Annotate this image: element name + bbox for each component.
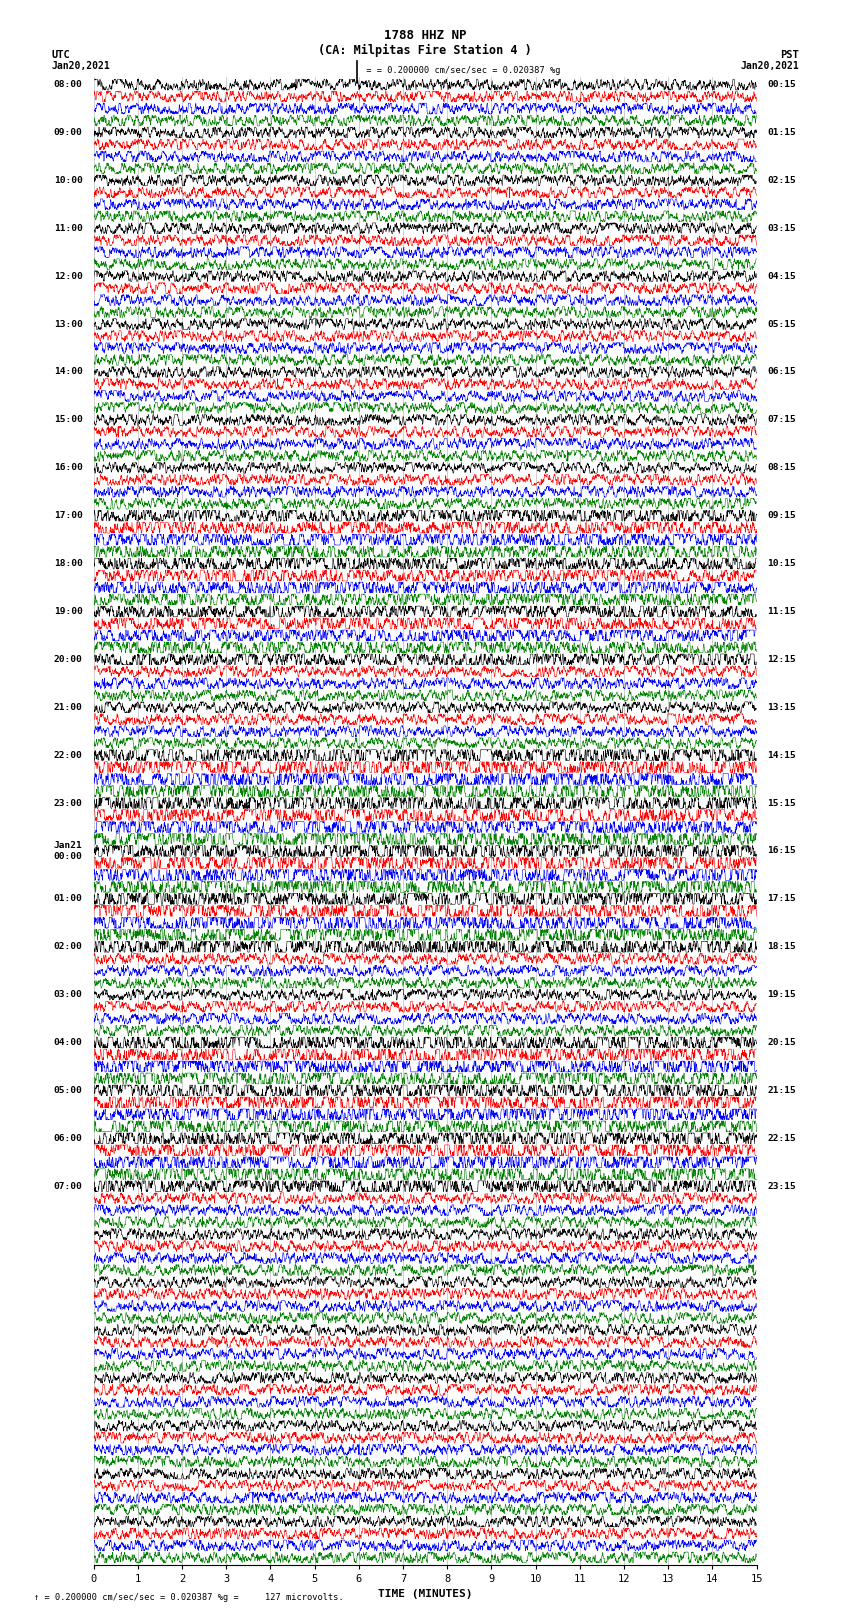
Text: Jan21
00:00: Jan21 00:00 <box>54 842 82 861</box>
Text: 01:15: 01:15 <box>768 127 796 137</box>
Text: 14:00: 14:00 <box>54 368 82 376</box>
Text: 17:00: 17:00 <box>54 511 82 519</box>
Text: 06:00: 06:00 <box>54 1134 82 1144</box>
Text: 11:00: 11:00 <box>54 224 82 232</box>
Text: 10:15: 10:15 <box>768 560 796 568</box>
Text: 02:00: 02:00 <box>54 942 82 952</box>
Text: 05:00: 05:00 <box>54 1086 82 1095</box>
Text: 20:15: 20:15 <box>768 1039 796 1047</box>
Text: 00:15: 00:15 <box>768 81 796 89</box>
Text: 13:00: 13:00 <box>54 319 82 329</box>
Text: Jan20,2021: Jan20,2021 <box>740 61 799 71</box>
Text: 1788 HHZ NP: 1788 HHZ NP <box>383 29 467 42</box>
Text: 20:00: 20:00 <box>54 655 82 665</box>
Text: Jan20,2021: Jan20,2021 <box>51 61 110 71</box>
Text: (CA: Milpitas Fire Station 4 ): (CA: Milpitas Fire Station 4 ) <box>318 44 532 56</box>
Text: PST: PST <box>780 50 799 60</box>
Text: 21:00: 21:00 <box>54 703 82 711</box>
Text: 14:15: 14:15 <box>768 750 796 760</box>
Text: 05:15: 05:15 <box>768 319 796 329</box>
Text: 04:15: 04:15 <box>768 271 796 281</box>
Text: 17:15: 17:15 <box>768 894 796 903</box>
Text: 12:15: 12:15 <box>768 655 796 665</box>
Text: 23:15: 23:15 <box>768 1182 796 1190</box>
Text: ↑ = 0.200000 cm/sec/sec = 0.020387 %g =     127 microvolts.: ↑ = 0.200000 cm/sec/sec = 0.020387 %g = … <box>34 1592 343 1602</box>
Text: 11:15: 11:15 <box>768 606 796 616</box>
Text: 15:15: 15:15 <box>768 798 796 808</box>
Text: 16:00: 16:00 <box>54 463 82 473</box>
Text: 23:00: 23:00 <box>54 798 82 808</box>
Text: 09:15: 09:15 <box>768 511 796 519</box>
Text: 08:15: 08:15 <box>768 463 796 473</box>
Text: 06:15: 06:15 <box>768 368 796 376</box>
Text: 22:00: 22:00 <box>54 750 82 760</box>
Text: 18:15: 18:15 <box>768 942 796 952</box>
Text: 19:15: 19:15 <box>768 990 796 998</box>
Text: 04:00: 04:00 <box>54 1039 82 1047</box>
Text: 07:00: 07:00 <box>54 1182 82 1190</box>
Text: = = 0.200000 cm/sec/sec = 0.020387 %g: = = 0.200000 cm/sec/sec = 0.020387 %g <box>361 66 561 76</box>
Text: 19:00: 19:00 <box>54 606 82 616</box>
Text: UTC: UTC <box>51 50 70 60</box>
Text: 15:00: 15:00 <box>54 416 82 424</box>
Text: 07:15: 07:15 <box>768 416 796 424</box>
Text: 08:00: 08:00 <box>54 81 82 89</box>
Text: 18:00: 18:00 <box>54 560 82 568</box>
Text: 22:15: 22:15 <box>768 1134 796 1144</box>
Text: 09:00: 09:00 <box>54 127 82 137</box>
Text: 03:15: 03:15 <box>768 224 796 232</box>
Text: 12:00: 12:00 <box>54 271 82 281</box>
Text: 01:00: 01:00 <box>54 894 82 903</box>
Text: 16:15: 16:15 <box>768 847 796 855</box>
Text: 10:00: 10:00 <box>54 176 82 185</box>
Text: 21:15: 21:15 <box>768 1086 796 1095</box>
X-axis label: TIME (MINUTES): TIME (MINUTES) <box>377 1589 473 1598</box>
Text: 02:15: 02:15 <box>768 176 796 185</box>
Text: 13:15: 13:15 <box>768 703 796 711</box>
Text: 03:00: 03:00 <box>54 990 82 998</box>
